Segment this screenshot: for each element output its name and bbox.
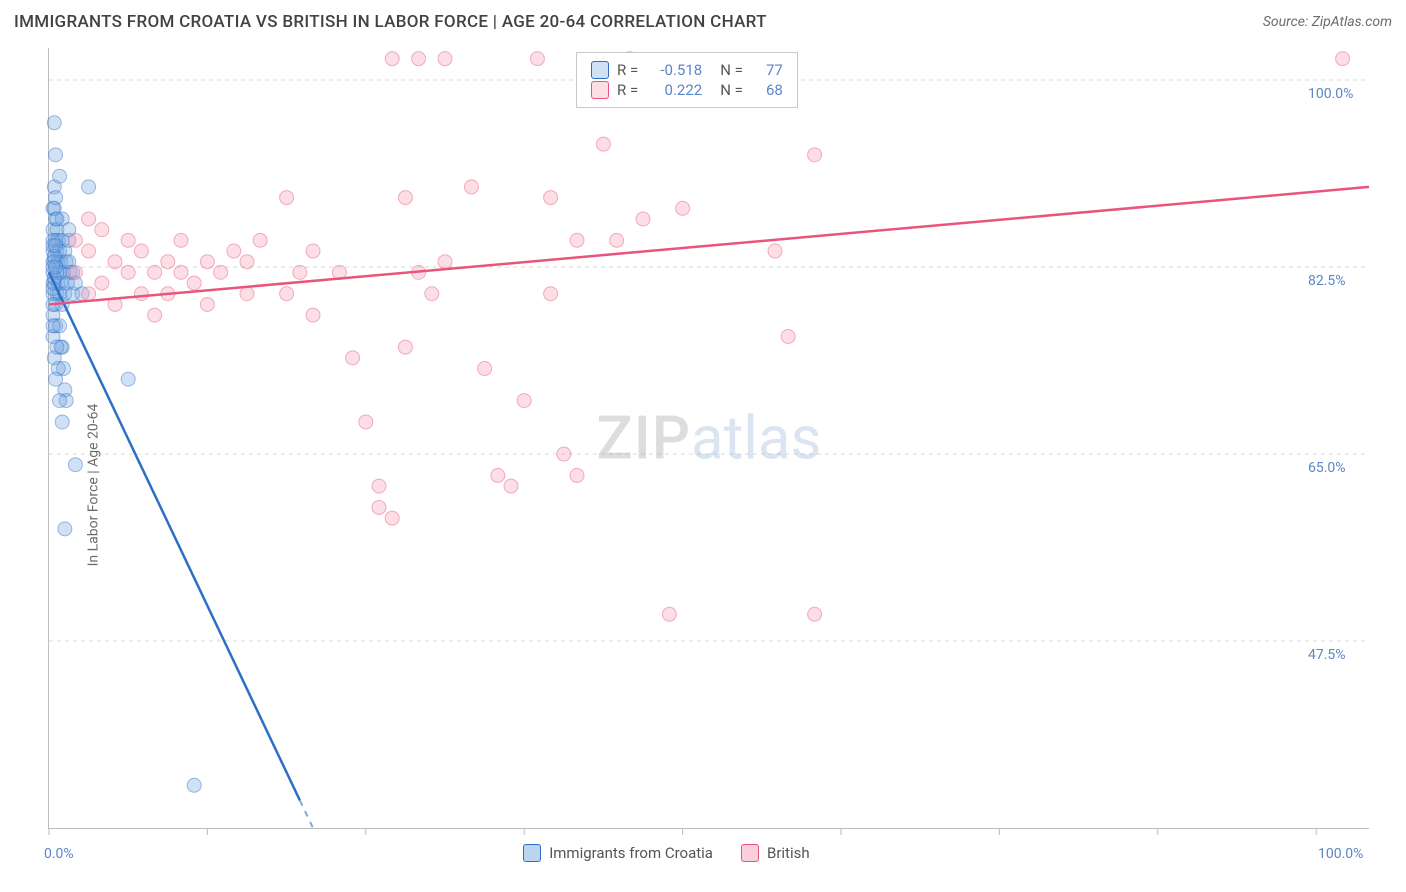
y-tick-label: 100.0%: [1308, 86, 1353, 102]
x-tick-label: 0.0%: [44, 846, 74, 862]
legend-item: British: [741, 844, 810, 862]
stats-legend-row: R =-0.518N =77: [591, 61, 783, 79]
y-tick-label: 65.0%: [1308, 460, 1346, 476]
chart-svg: [49, 48, 1369, 828]
stats-legend-row: R =0.222N =68: [591, 81, 783, 99]
source-attribution: Source: ZipAtlas.com: [1263, 14, 1392, 30]
chart-title: IMMIGRANTS FROM CROATIA VS BRITISH IN LA…: [14, 12, 767, 32]
stats-legend: R =-0.518N =77 R =0.222N =68: [576, 52, 798, 108]
series-legend: Immigrants from Croatia British: [523, 844, 809, 862]
y-axis-title: In Labor Force | Age 20-64: [85, 404, 101, 567]
legend-item: Immigrants from Croatia: [523, 844, 713, 862]
x-tick-label: 100.0%: [1318, 846, 1363, 862]
y-tick-label: 47.5%: [1308, 647, 1346, 663]
plot-area: ZIPatlas: [48, 48, 1369, 829]
y-tick-label: 82.5%: [1308, 273, 1346, 289]
